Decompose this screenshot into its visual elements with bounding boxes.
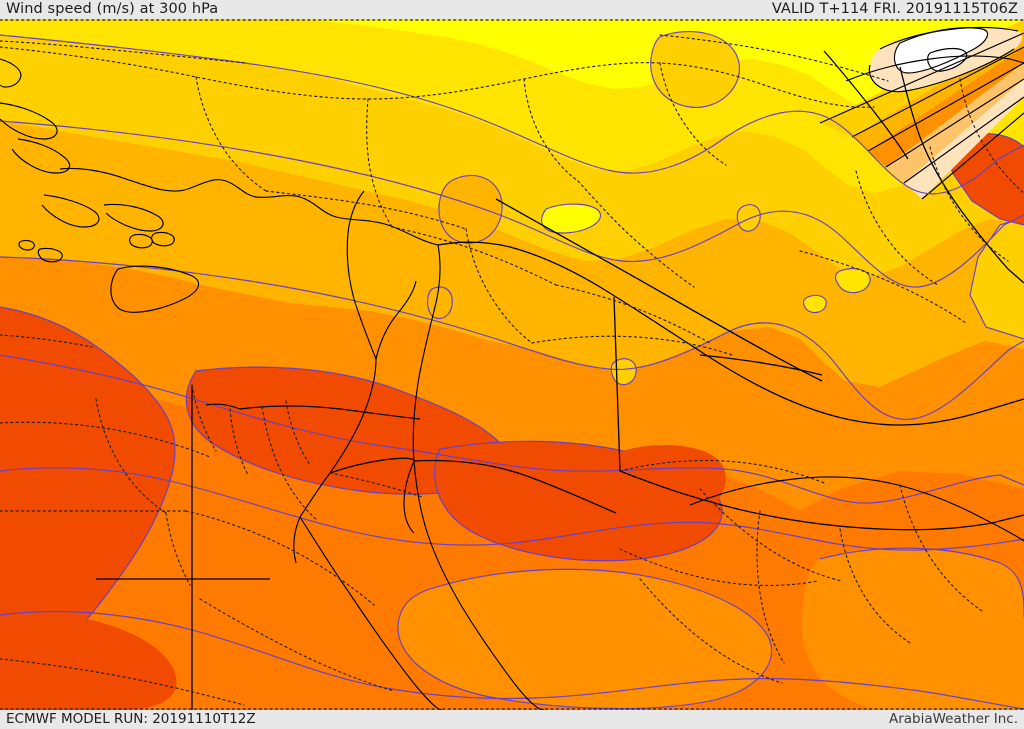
internal-borders [0,34,1024,706]
forecast-map-canvas[interactable] [0,19,1024,710]
band-orange-red-east [590,445,726,530]
country-borders [96,50,1024,710]
page-title: Wind speed (m/s) at 300 hPa [6,1,219,17]
pocket-aegean-contour [650,31,740,108]
model-run-label: ECMWF MODEL RUN: 20191110T12Z [6,711,256,727]
jet-core-east-1 [737,204,761,232]
provider-credit: ArabiaWeather Inc. [888,711,1018,727]
jet-core-east-3 [803,295,827,313]
contour-lines [0,34,1024,710]
contour-plot [0,19,1024,710]
jet-core-east-1-contour [736,204,761,232]
map-header: Wind speed (m/s) at 300 hPa VALID T+114 … [0,0,1024,19]
pocket-east-light [801,548,1024,710]
band-yellow [0,19,1024,193]
pocket-right-amber [970,217,1024,339]
band-orange-red-arabia-contour [434,440,723,562]
pocket-aegean-amber [650,31,740,108]
pocket-arabia-light-contour [397,568,773,710]
band-orange-red-iraq [946,133,1024,225]
band-orange-red-central [186,367,509,495]
pocket-levant-amber [439,175,503,244]
jet-core-east-2 [835,268,871,293]
coastlines [0,55,1024,710]
jet-core-east-3-contour [802,294,827,314]
pocket-levant-contour [438,174,503,244]
map-footer: ECMWF MODEL RUN: 20191110T12Z ArabiaWeat… [0,710,1024,729]
band-orange-red-sw [0,614,177,710]
jet-core-east-2-contour [834,268,871,294]
valid-time-label: VALID T+114 FRI. 20191115T06Z [771,1,1018,17]
pocket-levant-small-contour [426,286,453,320]
pocket-right-amber-contour [969,216,1024,340]
jet-core-east-4 [611,358,637,385]
jet-core-east-4-contour [610,358,637,386]
pocket-east-light-contour [819,547,1024,618]
pocket-arabia-light [397,569,772,709]
band-orange-red-west [0,307,175,705]
jet-core-syria [541,204,601,233]
diag-band-outlines [819,27,1024,200]
map-frame-ticks [0,19,1024,710]
